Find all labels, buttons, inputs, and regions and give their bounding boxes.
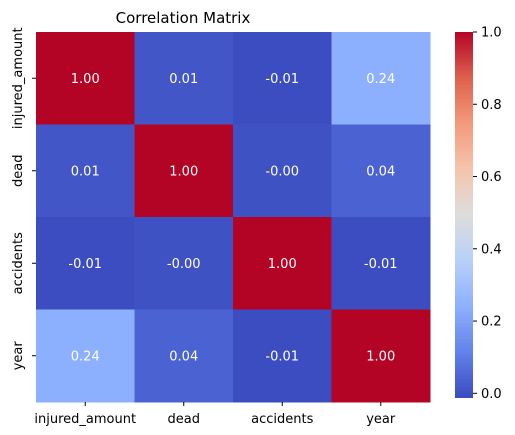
colorbar-tick-label: 0.4	[481, 242, 502, 257]
y-tick-label: injured_amount	[11, 27, 26, 129]
cell-annotation: 1.00	[169, 164, 198, 179]
cell-annotation: -0.01	[265, 72, 299, 87]
colorbar: 0.0 0.2 0.4 0.6 0.8 1.0	[455, 26, 502, 402]
heatmap-cell	[134, 217, 234, 310]
cell-annotation: -0.00	[265, 164, 299, 179]
cell-annotation: -0.00	[167, 257, 201, 272]
cell-annotation: -0.01	[364, 257, 398, 272]
cell-annotation: 0.04	[366, 164, 395, 179]
cell-annotation: 0.24	[71, 349, 100, 364]
heatmap-cell	[134, 309, 234, 403]
heatmap-cell	[331, 309, 431, 403]
heatmap-cell	[233, 124, 332, 218]
heatmap-cell	[36, 309, 135, 403]
heatmap-cell	[36, 32, 135, 125]
colorbar-tick-label: 0.0	[481, 387, 502, 402]
y-tick-label: accidents	[11, 232, 26, 294]
heatmap-cell	[134, 124, 234, 218]
chart-title: Correlation Matrix	[116, 9, 251, 27]
x-tick-label: dead	[168, 412, 200, 427]
cell-annotation: 1.00	[268, 257, 297, 272]
x-tick-label: accidents	[251, 412, 313, 427]
heatmap-cell	[331, 217, 431, 310]
colorbar-tick-label: 0.2	[481, 315, 502, 330]
colorbar-gradient	[455, 32, 473, 398]
cell-annotation: 0.01	[169, 72, 198, 87]
x-axis: injured_amount dead accidents year	[34, 402, 396, 427]
cell-annotation: 0.01	[71, 164, 100, 179]
cell-annotation: -0.01	[265, 349, 299, 364]
heatmap-cell	[233, 32, 332, 125]
y-tick-label: year	[11, 341, 26, 371]
cell-annotation: 1.00	[366, 349, 395, 364]
cell-annotation: -0.01	[68, 257, 102, 272]
colorbar-tick-label: 0.6	[481, 170, 502, 185]
x-tick-label: injured_amount	[34, 412, 136, 427]
x-tick-label: year	[366, 412, 396, 427]
heatmap-cell	[134, 32, 234, 125]
cell-annotation: 0.04	[169, 349, 198, 364]
heatmap-cell	[36, 217, 135, 310]
heatmap-cell	[233, 309, 332, 403]
colorbar-tick-label: 0.8	[481, 98, 502, 113]
heatmap-cells	[36, 32, 431, 403]
cell-annotation: 1.00	[71, 72, 100, 87]
colorbar-tick-label: 1.0	[481, 26, 502, 41]
heatmap-cell	[36, 124, 135, 218]
cell-annotation: 0.24	[366, 72, 395, 87]
cell-annotations: 1.00 0.01 -0.01 0.24 0.01 1.00 -0.00 0.04 -0.01 -…	[68, 72, 397, 365]
y-tick-label: dead	[11, 155, 26, 187]
heatmap-cell	[233, 217, 332, 310]
heatmap-cell	[331, 124, 431, 218]
heatmap-cell	[331, 32, 431, 125]
